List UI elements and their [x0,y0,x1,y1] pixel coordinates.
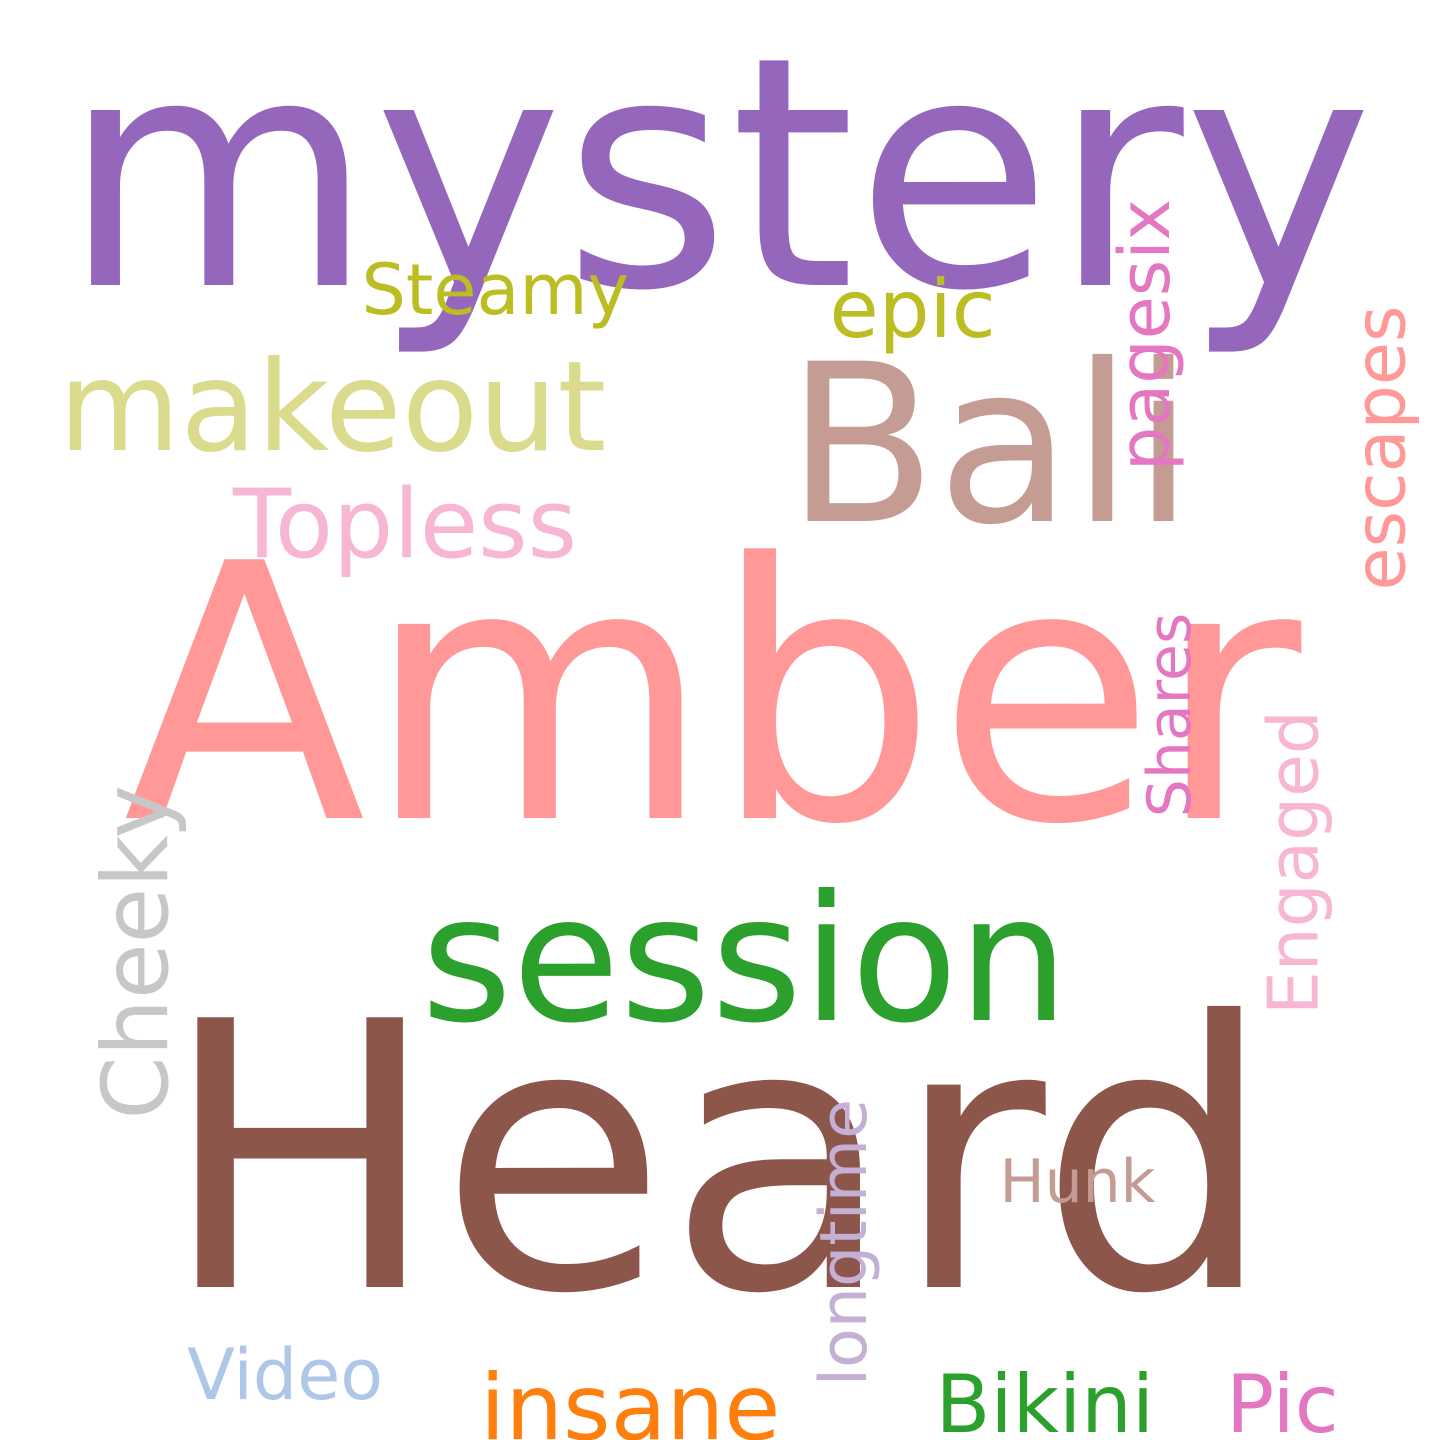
word-steamy: Steamy [361,249,629,331]
word-hunk: Hunk [999,1147,1156,1217]
word-amber: Amber [123,488,1302,902]
word-video: Video [187,1334,384,1416]
word-session: session [421,859,1069,1062]
word-pagesix: pagesix [1104,198,1187,472]
word-pic: Pic [1226,1358,1339,1440]
word-epic: epic [829,263,996,356]
word-longtime: longtime [807,1098,883,1387]
word-insane: insane [480,1354,781,1440]
word-shares: Shares [1135,612,1206,818]
word-mystery: mystery [62,0,1374,361]
word-bali: Bali [786,317,1194,573]
word-cheeky: Cheeky [84,784,190,1120]
word-bikini: Bikini [935,1358,1155,1440]
word-topless: Topless [233,470,578,580]
word-makeout: makeout [58,335,607,480]
word-engaged: Engaged [1254,710,1335,1016]
word-escapes: escapes [1338,305,1421,590]
word-heard: Heard [161,945,1275,1375]
